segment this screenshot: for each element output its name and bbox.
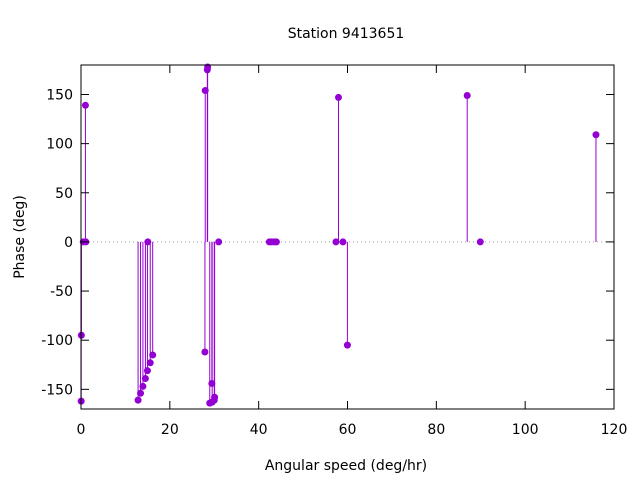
data-point (201, 348, 209, 356)
data-point (208, 379, 216, 387)
plot-frame (80, 64, 615, 410)
x-tick-label: 100 (512, 422, 539, 438)
data-point (343, 341, 351, 349)
data-point (339, 238, 347, 246)
data-point (463, 91, 471, 99)
impulse-layer (80, 66, 597, 404)
y-tick-label: 50 (55, 186, 73, 202)
data-point (334, 93, 342, 101)
x-tick-label: 80 (427, 422, 445, 438)
point-layer (77, 63, 600, 407)
x-tick-label: 120 (601, 422, 628, 438)
x-tick-label: 60 (339, 422, 357, 438)
data-point (215, 238, 223, 246)
data-point (137, 389, 145, 397)
y-tick-label: -100 (41, 333, 73, 349)
data-point (272, 238, 280, 246)
data-point (146, 359, 154, 367)
data-point (81, 101, 89, 109)
data-point (211, 393, 219, 401)
data-point (144, 238, 152, 246)
data-point (592, 131, 600, 139)
y-tick-label: -50 (50, 284, 73, 300)
data-point (476, 238, 484, 246)
data-point (143, 367, 151, 375)
data-point (201, 87, 209, 95)
axis-layer: 0 20 40 60 80 100 120 -150 -100 -50 0 50 100 150 (41, 64, 628, 438)
x-tick-label: 20 (161, 422, 179, 438)
y-tick-label: 150 (46, 87, 73, 103)
y-tick-label: 100 (46, 137, 73, 153)
data-point (141, 375, 149, 383)
x-axis-label: Angular speed (deg/hr) (265, 458, 427, 474)
x-tick-label: 40 (250, 422, 268, 438)
data-point (139, 382, 147, 390)
data-point (149, 351, 157, 359)
y-tick-label: 0 (64, 235, 73, 251)
y-axis-label: Phase (deg) (12, 195, 28, 279)
data-point (332, 238, 340, 246)
x-tick-label: 0 (77, 422, 86, 438)
chart-title: Station 9413651 (288, 26, 405, 42)
y-tick-label: -150 (41, 382, 73, 398)
data-point (134, 396, 142, 404)
